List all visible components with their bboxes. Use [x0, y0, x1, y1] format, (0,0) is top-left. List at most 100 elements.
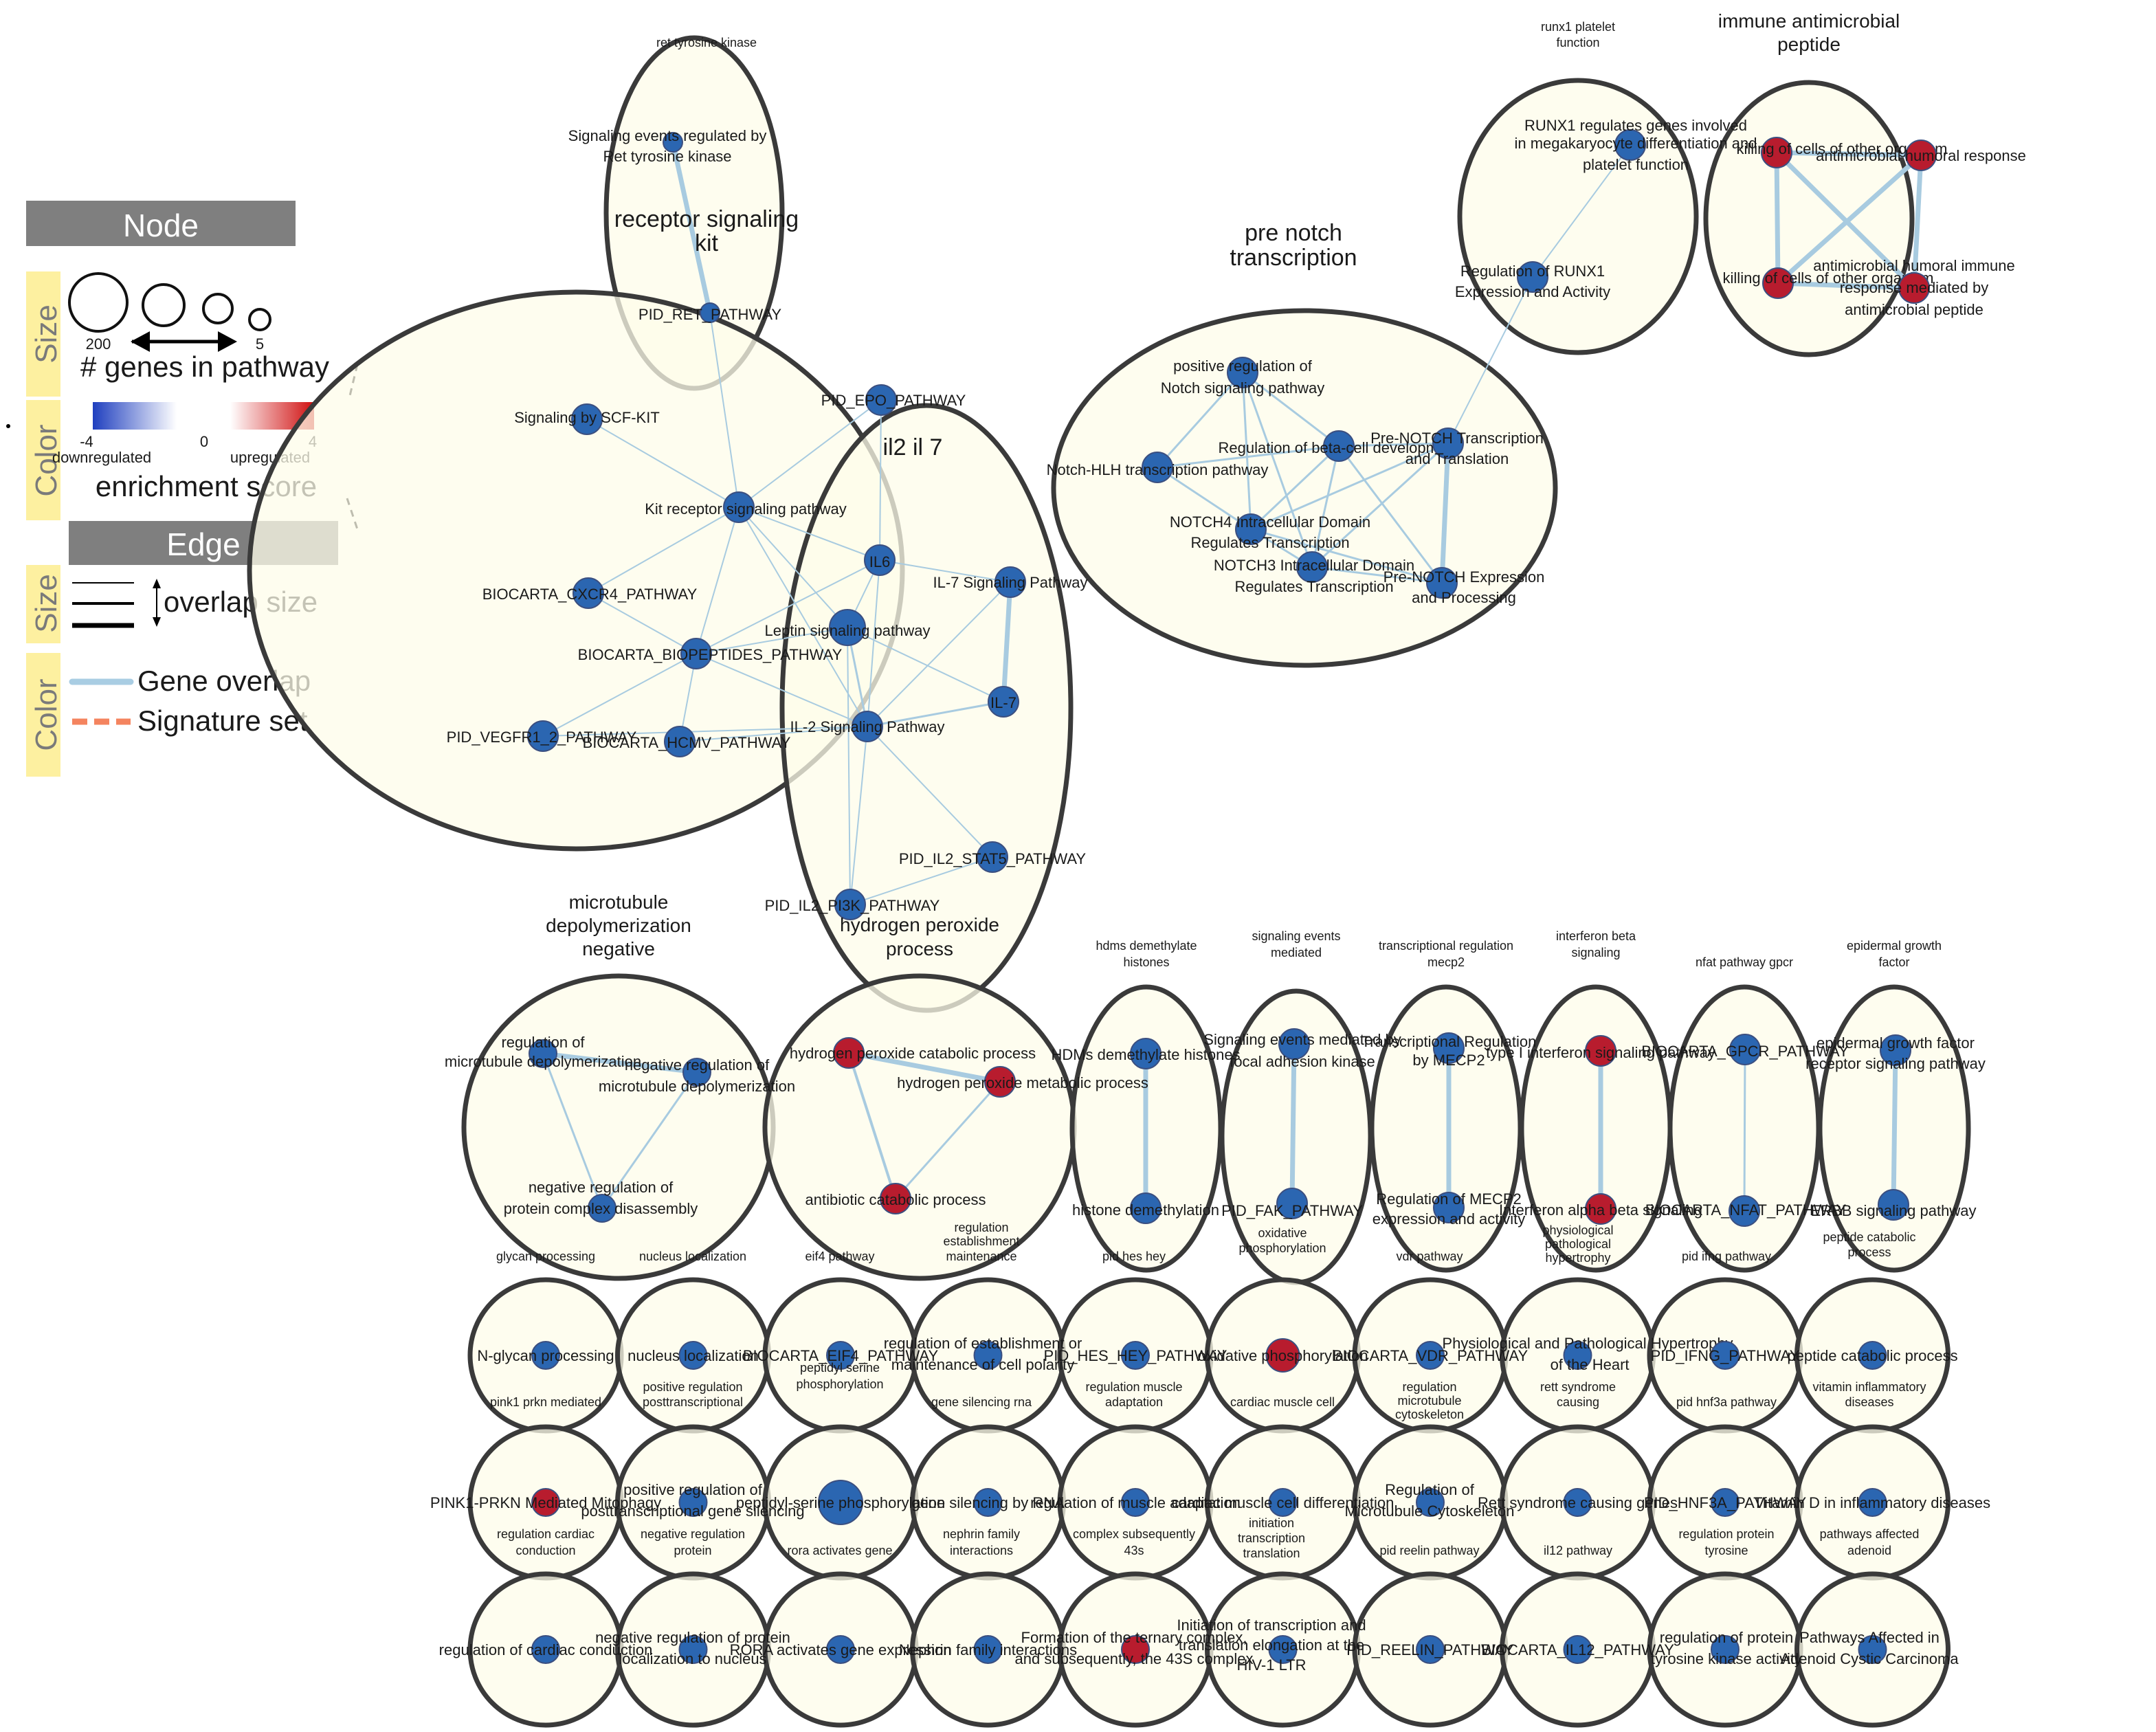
node-n_vegfr[interactable]: PID_VEGFR1_2_PATHWAY — [447, 720, 637, 752]
node-t_il12[interactable]: BIOCARTA_IL12_PATHWAY — [1481, 1635, 1674, 1664]
node-n_notch3[interactable]: NOTCH3 Intracellular Domain Regulates Tra… — [1214, 551, 1414, 595]
node-n_negcomplex[interactable]: negative regulation of protein complex di… — [504, 1179, 698, 1223]
node-t_regest[interactable]: regulation of establishment or maintenanc… — [884, 1335, 1082, 1373]
node-n_ifnb[interactable]: type I interferon signaling pathway — [1486, 1035, 1715, 1067]
node-circle[interactable] — [573, 577, 604, 609]
cluster-mecp2[interactable] — [1369, 984, 1523, 1273]
node-circle[interactable] — [663, 132, 683, 153]
node-circle[interactable] — [1585, 1193, 1616, 1225]
node-circle[interactable] — [1858, 1635, 1887, 1664]
node-circle[interactable] — [1898, 272, 1930, 304]
node-circle[interactable] — [865, 384, 897, 416]
node-circle[interactable] — [527, 720, 559, 752]
node-circle[interactable] — [1416, 1341, 1445, 1370]
node-circle[interactable] — [1235, 513, 1267, 545]
node-circle[interactable] — [1416, 1635, 1445, 1664]
node-n_il2sig[interactable]: IL-2 Signaling Pathway — [790, 711, 945, 742]
node-circle[interactable] — [834, 889, 866, 920]
node-circle[interactable] — [1276, 1188, 1308, 1219]
node-circle[interactable] — [1762, 267, 1794, 299]
node-circle[interactable] — [1121, 1488, 1150, 1517]
cluster-microtubule[interactable] — [461, 973, 776, 1281]
node-circle[interactable] — [826, 1341, 855, 1370]
node-circle[interactable] — [973, 1488, 1003, 1517]
node-circle[interactable] — [1858, 1341, 1887, 1370]
node-n_epo[interactable]: PID_EPO_PATHWAY — [821, 384, 966, 416]
node-circle[interactable] — [1858, 1488, 1887, 1517]
node-t_hes[interactable]: PID_HES_HEY_PATHWAY — [1044, 1341, 1227, 1370]
node-n_negmt[interactable]: negative regulation of microtubule depoly… — [599, 1056, 795, 1095]
node-n_biopep[interactable]: BIOCARTA_BIOPEPTIDES_PATHWAY — [578, 638, 843, 669]
node-n_betacell[interactable]: Regulation of beta-cell development — [1218, 430, 1460, 462]
node-n_hdms[interactable]: HDMs demethylate histones — [1051, 1038, 1241, 1069]
node-n_gpcr[interactable]: BIOCARTA_GPCR_PATHWAY — [1641, 1034, 1849, 1065]
node-n_killing2[interactable]: killing of cells of other organism — [1723, 267, 1934, 299]
node-circle[interactable] — [973, 1635, 1003, 1664]
node-n_ret[interactable]: Signaling events regulated by Ret tyrosin… — [568, 127, 767, 165]
node-n_mecp2tx[interactable]: Transcriptional Regulation by MECP2 — [1362, 1032, 1537, 1069]
node-t_initiation[interactable]: Initiation of transcription and translati… — [1177, 1617, 1366, 1674]
node-t_cardiac[interactable]: cardiac muscle cell differentiation — [1172, 1488, 1394, 1517]
node-n_runx1b[interactable]: Regulation of RUNX1 Expression and Activi… — [1455, 261, 1610, 300]
node-circle[interactable] — [864, 544, 896, 576]
node-circle[interactable] — [1880, 1034, 1911, 1066]
node-n_notch4[interactable]: NOTCH4 Intracellular Domain Regulates Tra… — [1170, 513, 1370, 551]
node-n_pi3k[interactable]: PID_IL2_PI3K_PATHWAY — [765, 889, 940, 920]
node-circle[interactable] — [1563, 1341, 1592, 1370]
node-t_cardcond[interactable]: regulation of cardiac conduction — [439, 1635, 653, 1664]
node-circle[interactable] — [1426, 567, 1458, 599]
node-t_vdr[interactable]: BIOCARTA_VDR_PATHWAY — [1333, 1341, 1529, 1370]
node-circle[interactable] — [1905, 140, 1937, 171]
node-circle[interactable] — [1433, 1032, 1465, 1064]
node-t_peptidyl[interactable]: peptidyl-serine phosphorylation — [736, 1480, 946, 1525]
node-circle[interactable] — [1278, 1028, 1310, 1060]
node-circle[interactable] — [1517, 261, 1548, 293]
node-t_adenoid[interactable]: Pathways Affected in Adenoid Cystic Carci… — [1780, 1629, 1959, 1667]
node-circle[interactable] — [1227, 357, 1258, 388]
node-n_mtdepol[interactable]: regulation of microtubule depolymerizatio… — [445, 1034, 641, 1070]
node-n_stat5[interactable]: PID_IL2_STAT5_PATHWAY — [899, 841, 1087, 873]
node-n_amhumoral[interactable]: antimicrobial humoral response — [1816, 140, 2026, 171]
node-n_histone[interactable]: histone demethylation — [1072, 1192, 1219, 1224]
node-circle[interactable] — [988, 686, 1019, 718]
node-t_oxphos[interactable]: oxidative phosphorylation — [1197, 1338, 1368, 1373]
node-circle[interactable] — [664, 726, 696, 757]
node-circle[interactable] — [977, 841, 1008, 873]
node-n_cxcr4[interactable]: BIOCARTA_CXCR4_PATHWAY — [482, 577, 698, 609]
node-circle[interactable] — [1878, 1189, 1909, 1221]
node-n_hcmv[interactable]: BIOCARTA_HCMV_PATHWAY — [583, 726, 791, 757]
node-circle[interactable] — [973, 1341, 1003, 1370]
node-t_tyrosine[interactable]: regulation of protein tyrosine kinase act… — [1651, 1629, 1802, 1667]
node-t_negprot[interactable]: negative regulation of protein localizati… — [595, 1629, 790, 1667]
node-t_physio[interactable]: Physiological and Pathological Hypertrop… — [1442, 1335, 1733, 1373]
node-circle[interactable] — [1142, 452, 1173, 483]
node-circle[interactable] — [1323, 430, 1355, 462]
node-n_pidret[interactable]: PID_RET_PATHWAY — [638, 302, 782, 323]
node-t_eif4[interactable]: BIOCARTA_EIF4_PATHWAY — [743, 1341, 939, 1370]
node-t_nucleus[interactable]: nucleus localization — [627, 1341, 759, 1370]
node-circle[interactable] — [1121, 1635, 1150, 1664]
node-circle[interactable] — [678, 1488, 708, 1517]
node-n_mecp2reg[interactable]: Regulation of MECP2 expression and activi… — [1372, 1190, 1526, 1228]
node-n_il7sig[interactable]: IL-7 Signaling Pathway — [933, 566, 1088, 598]
cluster-h2o2[interactable] — [762, 973, 1077, 1281]
node-circle[interactable] — [1432, 428, 1464, 459]
node-t_posttx[interactable]: positive regulation of posttranscriptiona… — [581, 1481, 804, 1520]
node-n_fak[interactable]: PID_FAK_PATHWAY — [1221, 1188, 1363, 1219]
node-circle[interactable] — [984, 1066, 1016, 1098]
node-n_amimmune[interactable]: antimicrobial humoral immune response med… — [1813, 257, 2014, 318]
node-t_glycan[interactable]: N-glycan processing — [477, 1341, 614, 1370]
node-circle[interactable] — [826, 1635, 855, 1664]
node-circle[interactable] — [833, 1037, 865, 1069]
node-n_il7[interactable]: IL-7 — [988, 686, 1019, 718]
node-circle[interactable] — [1563, 1488, 1592, 1517]
node-n_il6[interactable]: IL6 — [864, 544, 896, 576]
node-circle[interactable] — [529, 1039, 557, 1068]
node-circle[interactable] — [680, 638, 712, 669]
node-circle[interactable] — [700, 302, 720, 323]
node-n_ifna[interactable]: Interferon alpha beta signaling — [1499, 1193, 1702, 1225]
node-circle[interactable] — [1711, 1635, 1740, 1664]
node-t_gsilence[interactable]: gene silencing by RNA — [911, 1488, 1065, 1517]
node-n_egfr[interactable]: epidermal growth factor receptor signalin… — [1805, 1034, 1986, 1072]
node-circle[interactable] — [1296, 551, 1328, 583]
